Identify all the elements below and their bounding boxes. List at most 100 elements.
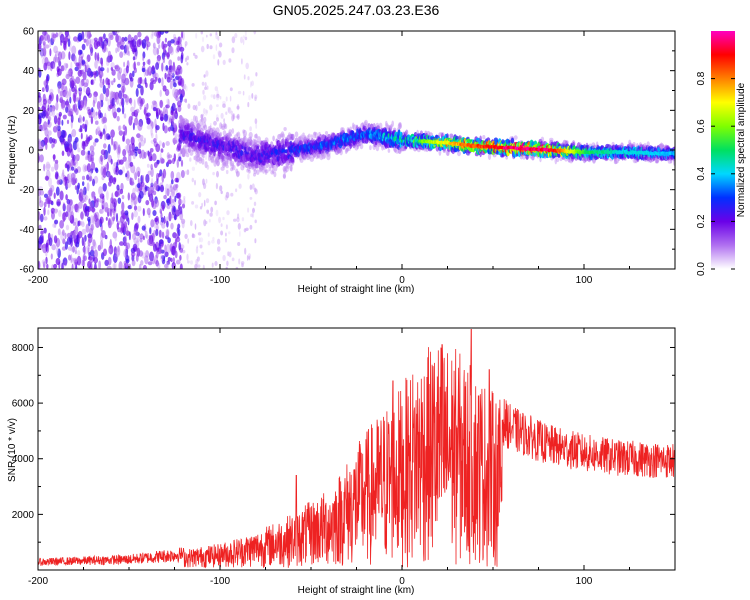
spectrogram-cell [178,198,182,206]
spectrogram-cell [191,201,195,205]
spectrogram-cell [196,256,200,262]
spectrogram-cell [164,244,167,253]
spectrogram-cell [147,187,150,193]
spectrogram-cell [201,202,203,208]
spectrogram-cell [224,195,228,201]
spectrogram-cell [165,261,169,269]
spectrogram-cell [141,39,147,49]
spectrogram-cell [174,239,178,249]
spectrogram-cell [124,126,128,136]
spectrogram-cell [249,126,252,132]
spectrogram-cell [115,165,118,173]
spectrogram-cell [220,230,224,236]
spectrogram-cell [137,137,143,143]
spectrogram-cell [77,62,82,70]
spectrogram-cell [253,31,257,35]
spectrogram-cell [117,70,122,81]
spectrogram-cell [255,164,259,169]
spectrogram-cell [71,263,74,269]
spectrogram-cell [123,113,127,119]
spectrogram-cell [312,131,316,139]
spectrogram-cell [166,98,169,104]
spectrogram-cell [126,170,130,179]
spectrogram-cell [162,106,167,116]
spectrogram-cell [74,225,79,234]
spectrogram-cell [248,131,253,139]
spectrogram-cell [91,194,95,200]
spectrogram-cell [99,81,104,88]
spectrogram-cell [216,159,220,167]
spectrogram-cell [63,138,66,146]
spectrogram-cell [549,137,554,142]
spectrogram-cell [247,76,250,81]
spectrogram-cell [136,133,141,139]
spectrogram-cell [100,154,103,162]
spectrogram-cell [70,159,74,167]
spectrogram-cell [198,156,203,162]
spectrogram-cell [121,195,125,200]
spectrogram-cell [247,253,252,260]
spectrogram-cell [105,87,110,98]
spectrogram-cell [167,98,170,109]
spectrogram-cell [540,136,545,142]
spectrogram-cell [203,74,206,78]
spectrogram-cell [206,109,208,114]
spectrogram-cell [115,249,120,258]
spectrogram-cell [85,78,89,85]
spectrogram-cell [122,149,127,157]
spectrogram-cell [73,257,79,263]
spectrogram-cell [151,198,155,208]
spectrogram-cell [170,191,175,198]
spectrogram-cell [128,98,133,104]
spectrogram-cell [132,187,136,198]
spectrogram-cell [381,144,384,151]
spectrogram-cell [482,135,486,140]
spectrogram-cell [184,98,187,103]
spectrogram-cell [64,176,67,186]
spectrogram-cell [45,110,48,118]
spectrogram-cell [64,232,67,239]
spectrogram-cell [77,32,83,42]
spectrogram-cell [215,44,218,52]
spectrogram-cell [110,91,115,97]
spectrogram-cell [129,143,132,152]
spectrogram-cell [231,128,235,134]
spectrogram-cell [89,249,95,257]
spectrogram-cell [243,74,246,80]
spectrogram-cell [290,164,293,172]
spectrogram-cell [92,239,96,247]
spectrogram-cell [195,155,200,163]
spectrogram-cell [250,81,252,88]
spectrogram-cell [140,175,143,184]
spectrogram-cell [139,134,144,142]
spectrogram-cell [243,137,246,143]
spectrogram-cell [150,167,154,178]
spectrogram-cell [151,153,157,162]
spectrogram-cell [136,39,142,48]
spectrogram-cell [88,175,93,182]
spectrogram-cell [209,45,213,50]
spectrogram-cell [226,260,229,267]
spectrogram-cell [183,98,187,103]
spectrogram-cell [364,119,368,126]
spectrogram-cell [125,45,130,56]
spectrogram-cell [103,154,106,161]
spectrogram-cell [48,177,53,188]
spectrogram-cell [80,149,86,156]
spectrogram-cell [90,245,94,252]
spectrogram-cell [38,224,42,230]
spectrogram-cell [65,146,70,153]
spectrogram-cell [117,144,121,154]
spectrogram-cell [191,177,194,183]
spectrogram-cell [195,32,198,39]
spectrogram-cell [216,104,219,108]
spectrogram-cell [147,261,153,266]
spectrogram-cell [144,230,148,239]
spectrogram-cell [253,134,258,139]
spectrogram-cell [220,190,223,195]
spectrogram-cell [99,240,104,250]
spectrogram-cell [172,87,177,98]
spectrogram-cell [133,210,139,218]
spectrogram-cell [64,90,69,98]
